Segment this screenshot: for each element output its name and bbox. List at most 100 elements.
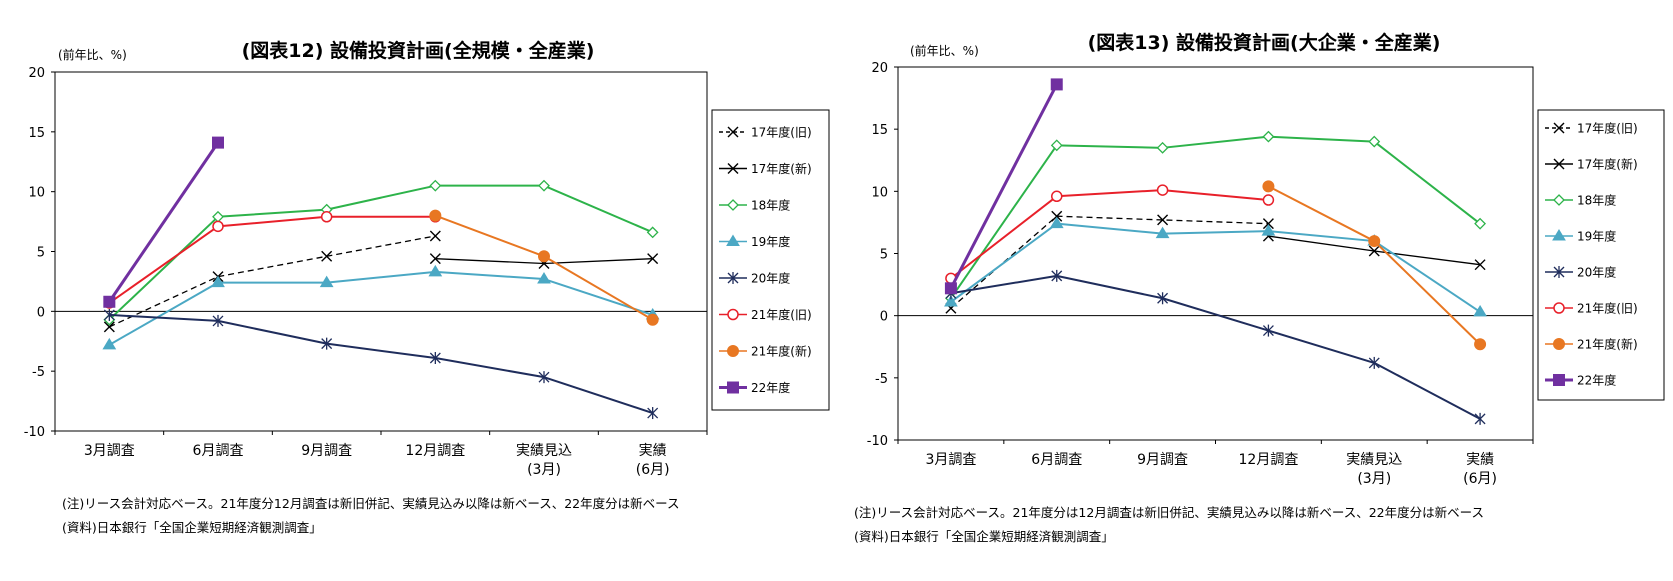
legend-label: 21年度(旧) [1577,301,1638,316]
legend-label: 17年度(旧) [751,125,812,140]
x-category-label: 9月調査 [1137,452,1188,468]
x-category-label: 実績 [1466,452,1494,468]
legend-swatch-marker [1552,229,1566,241]
chart-panel-left: (図表12) 設備投資計画(全規模・全産業) (前年比、%) 20 15 10 5 0 -5 -… [0,0,836,581]
data-point [1050,139,1063,152]
data-point [1156,141,1169,154]
data-point [1262,194,1275,206]
x-category-label: 3月調査 [925,452,976,468]
series-line [108,215,436,304]
series-line [949,83,1059,290]
data-point [429,179,442,192]
legend-item: 19年度 [1545,229,1616,244]
series-22年度 [103,136,224,308]
legend-swatch-marker [727,308,739,321]
legend-swatch-marker [1553,302,1565,314]
series-22年度 [944,78,1063,295]
legend-item: 18年度 [719,198,790,213]
legend-label: 22年度 [751,380,790,395]
y-tick-label: 5 [37,246,45,261]
x-category-label: (3月) [1357,471,1391,487]
data-point [212,220,224,233]
data-point [1157,292,1169,305]
series-line [108,270,653,346]
x-category-label: (6月) [1463,471,1497,487]
data-point [1156,184,1169,196]
series-17年度(旧) [945,210,1274,314]
data-point [537,272,551,284]
legend-label: 19年度 [1577,229,1616,244]
legend-swatch-marker [727,163,739,174]
data-point [1155,226,1170,239]
data-point [646,226,659,239]
data-point [1474,338,1487,351]
data-point [1473,304,1487,317]
legend-label: 21年度(新) [751,344,812,359]
legend-label: 19年度 [751,234,790,249]
plot-frame [54,71,708,432]
chart-note: (注)リース会計対応ベース。21年度分は12月調査は新旧併記、実績見込み以降は新… [854,505,1484,520]
series-21年度(新) [429,209,659,326]
legend-item: 17年度(新) [1545,157,1638,172]
data-point [1368,245,1380,257]
data-point [429,209,442,222]
legend-swatch-marker [1553,266,1565,278]
chart-panel-right: (図表13) 設備投資計画(大企業・全産業) (前年比、%) 20 15 10 5 0 -5 -… [836,0,1672,581]
legend-swatch-marker [1553,122,1565,134]
data-point [103,321,115,333]
data-point [1157,214,1169,226]
legend-label: 20年度 [1577,265,1616,280]
data-point [428,264,443,277]
legend-item: 17年度(旧) [1545,121,1638,136]
data-point [320,211,333,223]
data-point [1262,180,1275,193]
data-point [1051,190,1063,203]
legend-label: 18年度 [751,198,790,213]
data-point [102,337,117,350]
series-21年度(旧) [103,211,442,309]
series-line [109,235,436,328]
data-point [212,136,224,149]
legend-label: 21年度(新) [1577,337,1638,352]
plot-frame [897,66,1534,441]
data-point [1261,224,1276,236]
data-point [538,250,550,263]
chart-source: (資料)日本銀行「全国企業短期経済観測調査」 [62,520,322,535]
x-category-label: (3月) [527,462,561,478]
legend-swatch-marker [727,345,739,357]
x-category-label: 6月調査 [193,443,244,459]
data-point [1049,216,1064,229]
x-category-label: 3月調査 [84,443,135,459]
y-tick-label: 5 [880,248,888,263]
legend-swatch-marker [727,126,739,138]
legend-label: 20年度 [751,271,790,286]
y-tick-label: -10 [24,425,45,440]
series-18年度 [944,130,1487,305]
series-line [108,141,220,303]
chart-title: (図表12) 設備投資計画(全規模・全産業) [242,39,595,62]
y-tick-label: -10 [867,434,888,449]
x-category-label: 6月調査 [1031,452,1082,468]
legend-item: 20年度 [719,271,790,286]
data-point [538,179,550,192]
y-tick-label: 0 [37,305,45,320]
series-line [950,135,1481,299]
y-tick-label: 15 [28,126,45,141]
data-point [429,253,441,265]
legend-swatch-marker [1553,194,1565,206]
legend-item: 17年度(新) [719,161,812,176]
legend-label: 17年度(新) [751,161,812,176]
x-category-label: 12月調査 [1239,452,1299,468]
data-point [1474,217,1487,230]
legend-item: 18年度 [1545,193,1616,208]
data-point [944,282,957,295]
x-category-label: 12月調査 [405,443,465,459]
data-point [429,230,441,242]
legend-item: 19年度 [719,234,790,249]
legend-box [1537,109,1665,401]
legend-label: 17年度(旧) [1577,121,1638,136]
data-point [321,337,333,350]
data-point [538,371,550,384]
data-point [1262,130,1275,143]
series-19年度 [102,264,660,350]
